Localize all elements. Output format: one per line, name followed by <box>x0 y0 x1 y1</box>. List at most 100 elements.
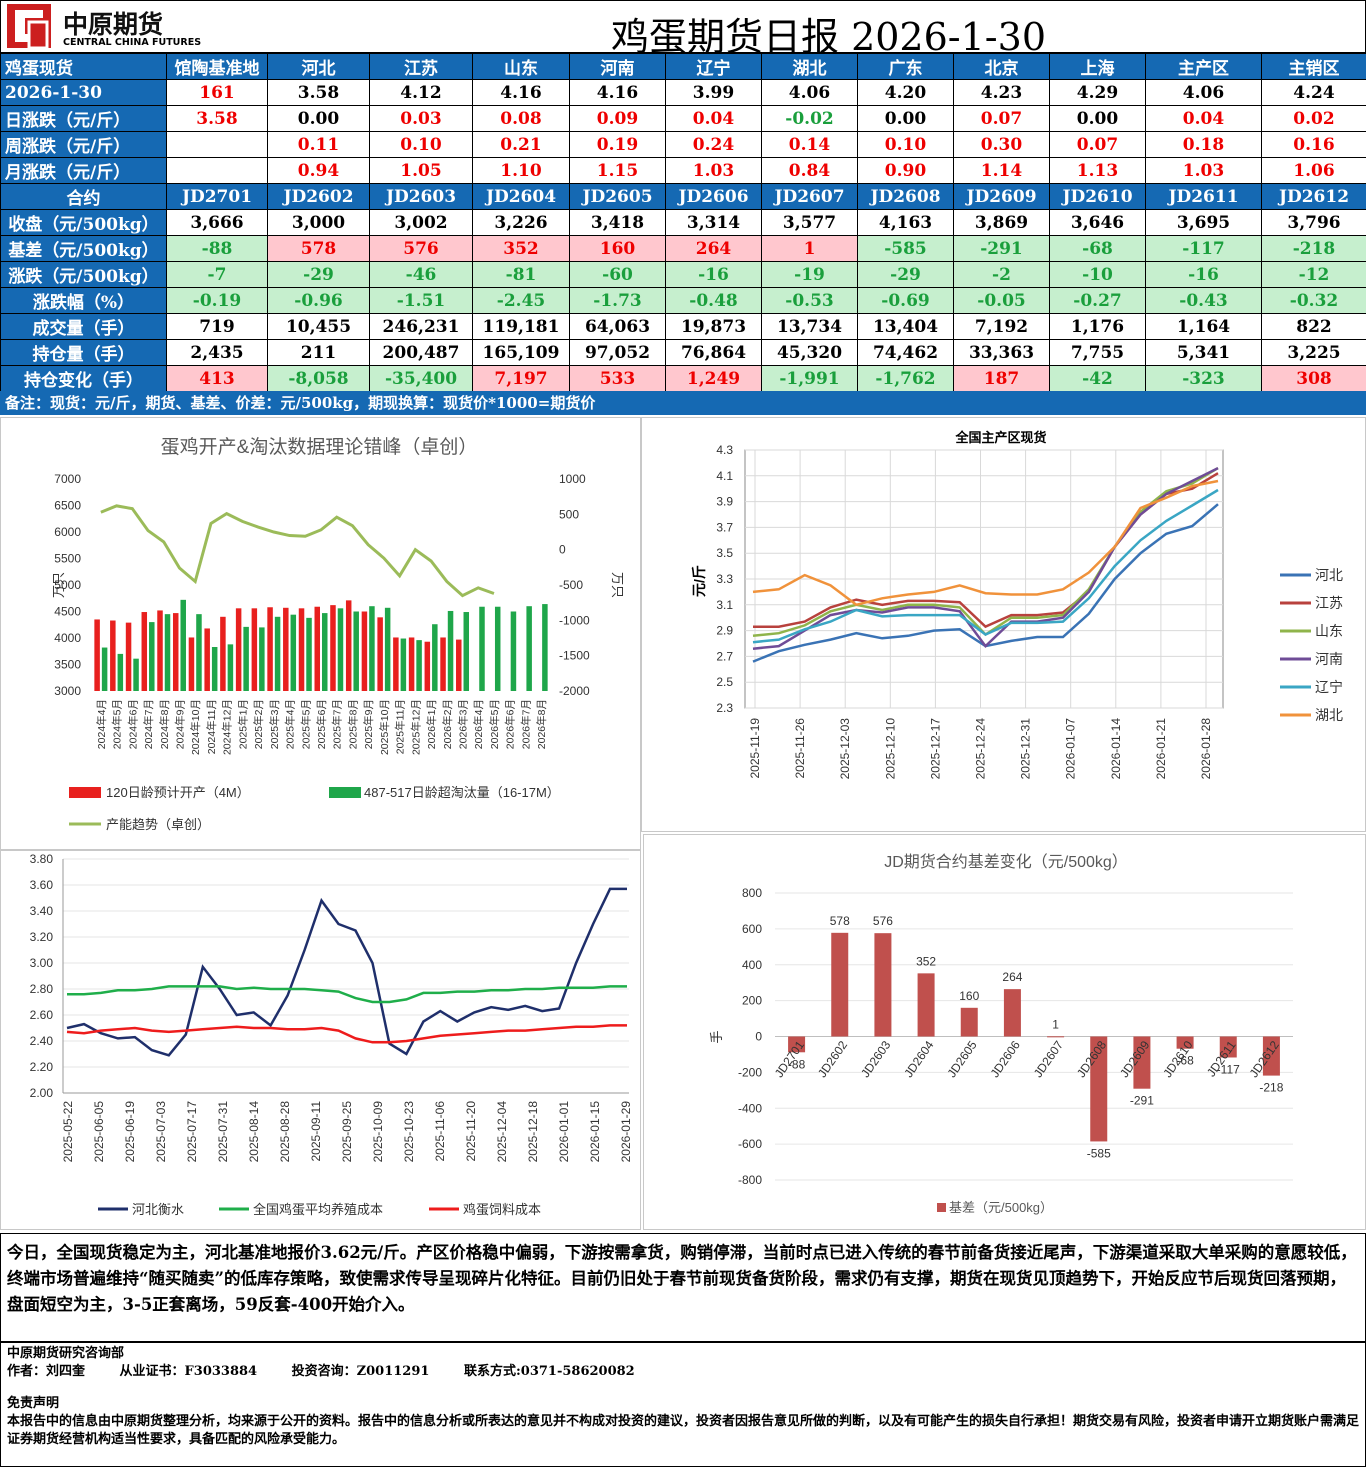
chart-basis: JD期货合约基差变化（元/500kg） -800 -600 -400 -200 0 200 4… <box>643 834 1366 1230</box>
y-tick-label: 3.5 <box>716 546 733 560</box>
table-cell: 2,435 <box>166 339 268 366</box>
x-tick-label: JD2605 <box>945 1038 980 1080</box>
table-cell <box>166 131 268 158</box>
header-cell: JD2604 <box>472 183 570 210</box>
table-cell: -42 <box>1049 365 1146 392</box>
table-row: 持仓变化（手） 413 -8,058 -35,400 7,197 533 1,249 -1,9… <box>0 365 1366 392</box>
line-5 <box>752 488 1219 644</box>
x-tick-label: 2025年5月 <box>299 699 312 749</box>
table-cell: -0.02 <box>761 105 858 132</box>
bar-opening <box>141 612 148 691</box>
y-tick-label: 800 <box>742 886 762 900</box>
table-cell: -218 <box>1261 235 1366 262</box>
x-tick-label: 2025-12-24 <box>974 718 988 780</box>
x-tick-label: 2026-01-07 <box>1064 718 1078 780</box>
legend-label-trend: 产能趋势（卓创） <box>106 817 210 832</box>
table-cell: -0.69 <box>857 287 954 314</box>
table-cell: 4.29 <box>1049 79 1146 106</box>
table-cell: 0.07 <box>953 105 1050 132</box>
bar-opening <box>157 610 163 691</box>
x-tick-label: 2026年6月 <box>504 699 517 749</box>
line-4 <box>752 466 1219 650</box>
x-tick-label: 2025-12-10 <box>883 718 897 780</box>
table-cell: 33,363 <box>953 339 1050 366</box>
basis-bar <box>1047 1036 1065 1038</box>
y-tick-label: 2.7 <box>716 649 733 663</box>
table-cell: 0.16 <box>1261 131 1366 158</box>
x-tick-label: 2025-11-19 <box>748 718 762 779</box>
table-cell: -60 <box>569 261 666 288</box>
chart-hengshui-cost: 2.00 2.20 2.40 2.60 2.80 3.00 3.20 3.40 3.60 3.80… <box>0 850 641 1230</box>
table-cell: 3,869 <box>953 209 1050 236</box>
table-cell: 3.99 <box>665 79 762 106</box>
x-tick-label: 2025-12-17 <box>928 718 942 780</box>
bar-culling <box>274 616 281 691</box>
market-commentary: 今日，全国现货稳定为主，河北基准地报价3.62元/斤。产区价格稳中偏弱，下游按需… <box>0 1233 1366 1342</box>
table-cell: 0.09 <box>569 105 666 132</box>
header-cell: 河南 <box>569 53 666 80</box>
x-tick-label: 2025-10-09 <box>371 1101 385 1163</box>
y-tick-label: 3.40 <box>30 904 54 918</box>
bar-opening <box>172 613 179 691</box>
report-title: 鸡蛋期货日报 2026-1-30 <box>611 15 1046 59</box>
bar-opening <box>456 639 462 691</box>
table-cell: 352 <box>472 235 570 262</box>
table-cell: 264 <box>665 235 762 262</box>
y-tick-label: 3500 <box>54 658 81 672</box>
basis-bar <box>874 933 892 1037</box>
line-capacity-trend <box>100 504 495 598</box>
y-tick-label: 4500 <box>54 605 81 619</box>
y-tick-label: 5500 <box>54 552 81 566</box>
table-header-row: 鸡蛋现货 馆陶基准地 河北 江苏 山东 河南 辽宁 湖北 广东 北京 上海 主产区 主销区 <box>0 53 1366 80</box>
legend-swatch-culling <box>329 787 361 798</box>
table-cell: -0.53 <box>761 287 858 314</box>
footer-consult: 投资咨询：Z0011291 <box>291 1364 430 1379</box>
table-cell: -323 <box>1145 365 1262 392</box>
table-cell: 3,796 <box>1261 209 1366 236</box>
x-tick-label: 2025-08-28 <box>278 1101 292 1163</box>
table-cell: -1.73 <box>569 287 666 314</box>
table-cell: 7,755 <box>1049 339 1146 366</box>
x-tick-label: 2025-12-03 <box>838 718 852 780</box>
legend-label-opening: 120日龄预计开产（4M） <box>106 785 250 800</box>
table-cell: 3,225 <box>1261 339 1366 366</box>
bar-culling <box>322 613 328 691</box>
table-cell: -8,058 <box>267 365 370 392</box>
table-cell: 0.07 <box>1049 131 1146 158</box>
bar-opening <box>94 619 100 691</box>
y-tick-label: 2.00 <box>30 1086 54 1100</box>
x-tick-label: 2025年1月 <box>236 699 249 749</box>
table-cell: 576 <box>369 235 473 262</box>
table-cell: 4.16 <box>472 79 570 106</box>
table-cell: 4.24 <box>1261 79 1366 106</box>
table-cell: 76,864 <box>665 339 762 366</box>
x-tick-label: 2025年6月 <box>315 699 328 749</box>
table-cell: 0.21 <box>472 131 570 158</box>
y-tick-label: 3000 <box>54 684 81 698</box>
table-cell: 0.00 <box>267 105 370 132</box>
x-tick-label: 2025-11-26 <box>793 718 807 779</box>
x-tick-label: 2025-07-17 <box>185 1101 199 1163</box>
x-tick-label: 2026-01-28 <box>1199 718 1213 780</box>
table-note: 备注：现货：元/斤，期货、基差、价差：元/500kg，期现换算：现货价*1000… <box>0 391 1366 415</box>
header-cell: JD2605 <box>569 183 666 210</box>
x-tick-label: 2025-11-06 <box>433 1101 447 1162</box>
x-tick-label: 2025年3月 <box>268 699 281 749</box>
data-label: -585 <box>1087 1146 1111 1160</box>
table-cell: 200,487 <box>369 339 473 366</box>
table-cell: 3,646 <box>1049 209 1146 236</box>
y-tick-label: 3.1 <box>716 598 733 612</box>
y-tick-label: 600 <box>742 922 762 936</box>
table-cell: 3,314 <box>665 209 762 236</box>
data-label: 578 <box>830 914 850 928</box>
table-row: 基差（元/500kg） -88 578 576 352 160 264 1 -585 -291 -6… <box>0 235 1366 262</box>
table-cell: 1 <box>761 235 858 262</box>
legend-label: 全国鸡蛋平均养殖成本 <box>253 1202 383 1217</box>
basis-bar <box>788 1036 806 1053</box>
bar-culling <box>211 647 218 691</box>
table-cell: 3,577 <box>761 209 858 236</box>
bar-culling <box>463 612 470 691</box>
row-label: 基差（元/500kg） <box>0 235 167 262</box>
bar-opening <box>361 611 368 691</box>
x-tick-label: 2026-01-15 <box>588 1101 602 1163</box>
